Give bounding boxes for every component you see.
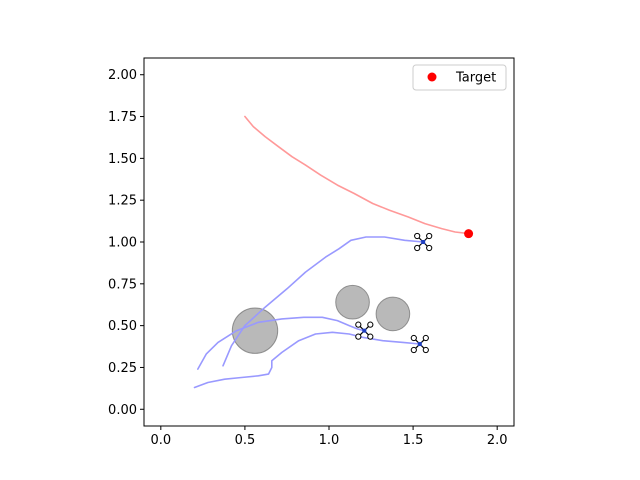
obstacle bbox=[335, 284, 370, 320]
drones-layer bbox=[355, 232, 433, 354]
drone-icon bbox=[414, 232, 433, 252]
obstacle bbox=[231, 307, 279, 354]
y-tick-label: 1.25 bbox=[108, 194, 137, 209]
y-tick-label: 1.75 bbox=[108, 110, 137, 125]
drone-icon bbox=[355, 321, 374, 340]
y-tick-label: 0.25 bbox=[108, 361, 137, 376]
trajectory-line bbox=[197, 316, 366, 370]
y-tick-label: 2.00 bbox=[108, 68, 137, 83]
y-tick-label: 0.75 bbox=[108, 277, 137, 292]
target-layer bbox=[464, 229, 474, 239]
obstacle bbox=[375, 296, 411, 332]
target-marker bbox=[464, 229, 474, 239]
y-tick-label: 1.00 bbox=[108, 236, 137, 251]
y-tick-label: 1.50 bbox=[108, 152, 137, 167]
y-tick-label: 0.50 bbox=[108, 319, 137, 334]
legend-target-label: Target bbox=[455, 71, 496, 86]
x-axis: 0.0 0.5 1.0 1.5 2.0 bbox=[150, 426, 508, 448]
x-tick-label: 0.5 bbox=[235, 433, 256, 448]
y-tick-label: 0.00 bbox=[108, 403, 137, 418]
legend: Target bbox=[412, 64, 507, 91]
legend-box bbox=[412, 64, 507, 91]
x-tick-label: 1.5 bbox=[403, 433, 424, 448]
trajectory-line bbox=[244, 115, 470, 235]
y-axis: 0.00 0.25 0.50 0.75 1.00 1.25 1.50 1.75 2.00 bbox=[108, 68, 144, 418]
obstacles-layer bbox=[231, 284, 411, 354]
x-tick-label: 2.0 bbox=[487, 433, 508, 448]
x-tick-label: 1.0 bbox=[319, 433, 340, 448]
x-tick-label: 0.0 bbox=[150, 433, 171, 448]
trajectory-line bbox=[222, 236, 425, 367]
legend-target-marker bbox=[427, 72, 437, 82]
drone-icon bbox=[410, 334, 429, 354]
